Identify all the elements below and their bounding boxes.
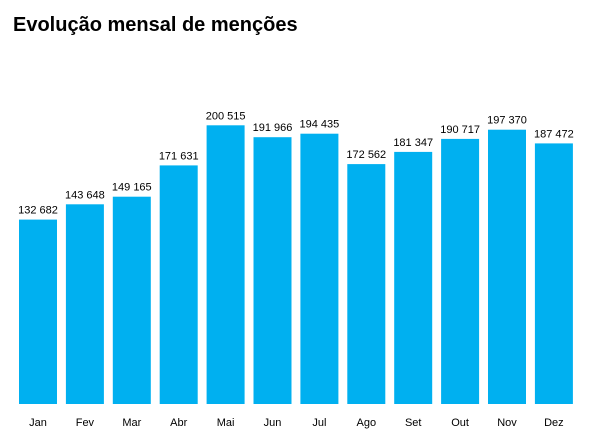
value-label-jul: 194 435 bbox=[300, 119, 340, 131]
value-label-mai: 200 515 bbox=[206, 110, 246, 122]
value-label-ago: 172 562 bbox=[346, 149, 386, 161]
category-label-mai: Mai bbox=[217, 417, 235, 429]
bar-jul bbox=[300, 133, 339, 404]
value-label-jan: 132 682 bbox=[18, 205, 58, 217]
category-label-mar: Mar bbox=[122, 417, 141, 429]
bar-mai bbox=[206, 125, 245, 405]
bars-group bbox=[19, 125, 573, 405]
category-label-set: Set bbox=[405, 417, 422, 429]
category-label-abr: Abr bbox=[170, 417, 187, 429]
value-label-dez: 187 472 bbox=[534, 128, 574, 140]
bar-dez bbox=[534, 143, 573, 404]
category-label-dez: Dez bbox=[544, 417, 564, 429]
value-label-out: 190 717 bbox=[440, 124, 480, 136]
category-label-out: Out bbox=[451, 417, 469, 429]
category-label-fev: Fev bbox=[76, 417, 95, 429]
value-label-abr: 171 631 bbox=[159, 150, 199, 162]
value-label-mar: 149 165 bbox=[112, 182, 152, 194]
bar-nov bbox=[488, 129, 526, 404]
bar-out bbox=[441, 138, 480, 404]
category-labels-group: Jan Fev Mar Abr Mai Jun Jul Ago Set Out Nov Dez bbox=[29, 417, 564, 429]
category-label-jan: Jan bbox=[29, 417, 47, 429]
category-label-nov: Nov bbox=[497, 417, 517, 429]
category-label-jun: Jun bbox=[264, 417, 282, 429]
bar-abr bbox=[159, 165, 198, 404]
value-label-jun: 191 966 bbox=[253, 122, 293, 134]
chart-title: Evolução mensal de menções bbox=[13, 14, 298, 36]
bar-jan bbox=[19, 219, 57, 404]
value-labels-group: 132 682 143 648 149 165 171 631 200 515 191 9… bbox=[18, 110, 574, 216]
bar-ago bbox=[347, 164, 386, 404]
value-label-fev: 143 648 bbox=[65, 189, 105, 201]
bar-fev bbox=[65, 204, 104, 404]
value-label-nov: 197 370 bbox=[487, 115, 527, 127]
bar-jun bbox=[253, 137, 292, 404]
bar-set bbox=[394, 151, 433, 404]
category-label-jul: Jul bbox=[312, 417, 326, 429]
bar-mar bbox=[112, 196, 151, 404]
category-label-ago: Ago bbox=[357, 417, 377, 429]
value-label-set: 181 347 bbox=[393, 137, 433, 149]
